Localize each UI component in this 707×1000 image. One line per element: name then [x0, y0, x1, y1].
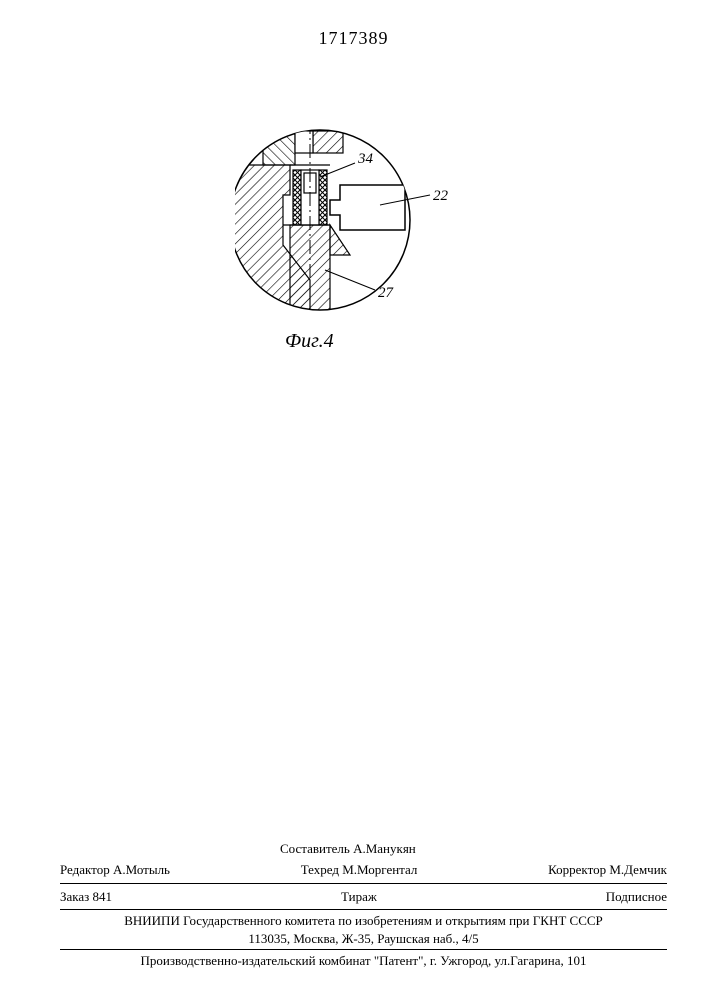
- figure-label: Фиг.4: [285, 330, 334, 353]
- figure-4: 34 22 27: [235, 115, 455, 335]
- techred: Техред М.Моргентал: [301, 861, 418, 879]
- press: Производственно-издательский комбинат "П…: [60, 952, 667, 970]
- editor: Редактор А.Мотыль: [60, 861, 170, 879]
- corrector: Корректор М.Демчик: [548, 861, 667, 879]
- podpisnoe: Подписное: [606, 888, 667, 906]
- org-line2: 113035, Москва, Ж-35, Раушская наб., 4/5: [60, 930, 667, 948]
- order: Заказ 841: [60, 888, 112, 906]
- callout-22: 22: [433, 188, 449, 204]
- callout-27: 27: [378, 285, 395, 301]
- org-line1: ВНИИПИ Государственного комитета по изоб…: [60, 912, 667, 930]
- tirazh: Тираж: [341, 888, 377, 906]
- patent-number: 1717389: [0, 28, 707, 49]
- compiler: Составитель А.Манукян: [280, 840, 416, 858]
- callout-34: 34: [357, 151, 374, 167]
- footer: Составитель А.Манукян Редактор А.Мотыль …: [60, 838, 667, 970]
